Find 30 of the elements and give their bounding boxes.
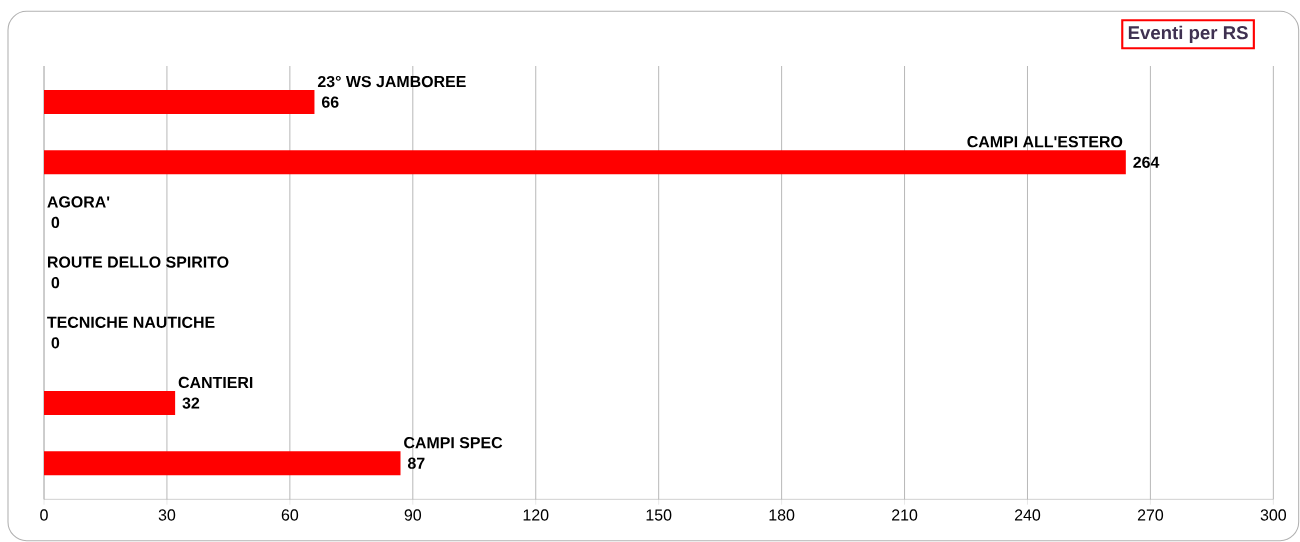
data-label: 87 bbox=[407, 457, 425, 469]
x-tick-label: 30 bbox=[158, 509, 176, 521]
y-tick-label: TECNICHE NAUTICHE bbox=[47, 316, 215, 328]
x-tick-label: 300 bbox=[1260, 509, 1287, 521]
data-label: 32 bbox=[182, 397, 200, 409]
x-tick-label: 240 bbox=[1014, 509, 1041, 521]
x-tick-label: 180 bbox=[769, 509, 795, 521]
x-tick-label: 150 bbox=[646, 509, 672, 521]
y-tick-label: 23° WS JAMBOREE bbox=[317, 75, 466, 88]
x-tick-label: 60 bbox=[281, 509, 299, 521]
bar bbox=[44, 90, 315, 115]
y-tick-label: CAMPI SPEC bbox=[404, 437, 503, 449]
chart-title: Eventi per RS bbox=[1128, 25, 1248, 43]
data-label: 0 bbox=[51, 216, 60, 229]
data-label: 0 bbox=[51, 337, 60, 349]
y-tick-label: CAMPI ALL'ESTERO bbox=[967, 136, 1123, 148]
data-label: 0 bbox=[51, 277, 60, 289]
x-tick-label: 210 bbox=[892, 509, 918, 521]
y-tick-label: CANTIERI bbox=[178, 376, 253, 389]
bar bbox=[44, 391, 176, 416]
x-tick-label: 270 bbox=[1137, 509, 1164, 521]
bar bbox=[44, 150, 1126, 175]
x-tick-label: 0 bbox=[40, 509, 48, 521]
x-tick-label: 120 bbox=[523, 509, 549, 521]
x-tick-label: 90 bbox=[404, 509, 422, 521]
y-tick-label: ROUTE DELLO SPIRITO bbox=[47, 256, 229, 268]
y-tick-label: AGORA' bbox=[47, 196, 110, 208]
data-label: 66 bbox=[321, 96, 339, 108]
bar bbox=[44, 451, 401, 476]
data-label: 264 bbox=[1133, 156, 1160, 168]
